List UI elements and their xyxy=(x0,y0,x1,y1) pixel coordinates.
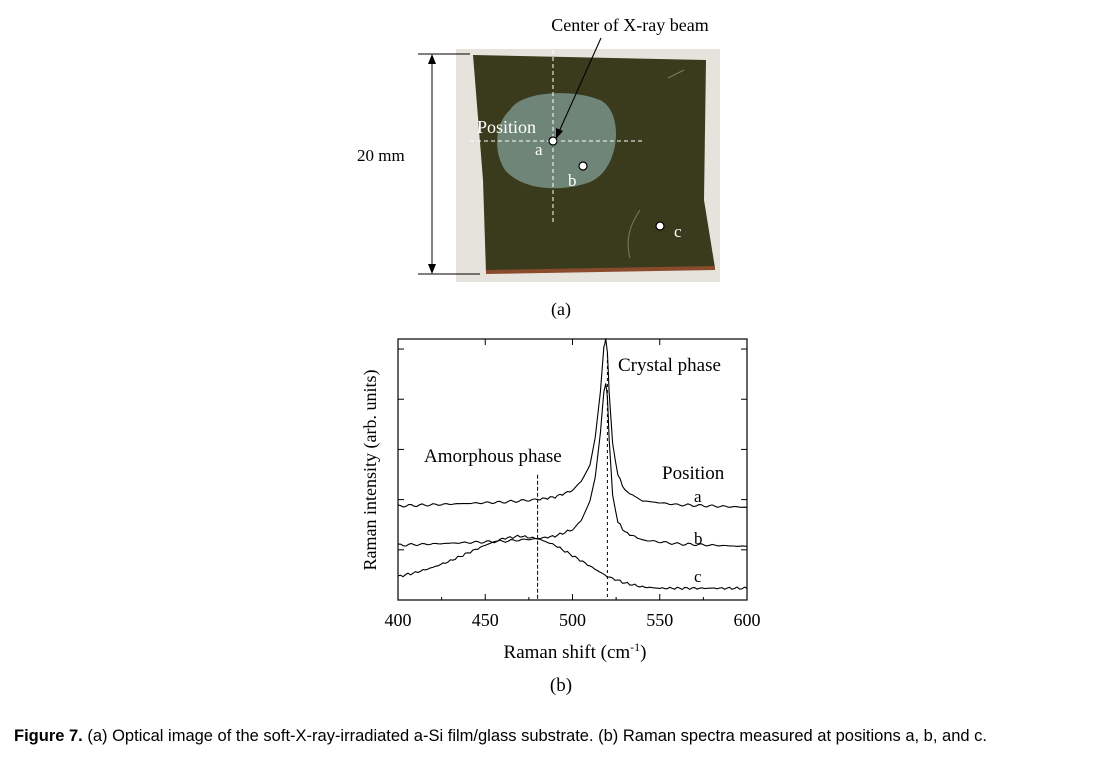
x-tick-label: 400 xyxy=(385,610,412,630)
marker-a xyxy=(548,136,558,146)
spectrum-line-b xyxy=(397,383,748,548)
x-axis-label-sup: -1 xyxy=(630,640,640,654)
series-label-b: b xyxy=(694,529,703,548)
x-tick-label: 450 xyxy=(472,610,499,630)
scratch xyxy=(667,69,685,79)
point-label-a: a xyxy=(535,140,543,159)
x-axis-label: Raman shift (cm-1) xyxy=(504,640,647,663)
amorphous-phase-annotation: Amorphous phase xyxy=(424,446,562,467)
crystal-phase-annotation: Crystal phase xyxy=(618,355,721,376)
caption-label: Figure 7. xyxy=(14,727,83,745)
film-edge xyxy=(486,266,715,274)
spectrum-line-c xyxy=(397,534,748,591)
figure-caption: Figure 7. (a) Optical image of the soft-… xyxy=(14,727,987,746)
caption-text: (a) Optical image of the soft-X-ray-irra… xyxy=(82,727,987,745)
marker-b xyxy=(578,161,588,171)
panel-b-sublabel: (b) xyxy=(550,675,572,696)
x-tick-label: 600 xyxy=(734,610,761,630)
panel-a-sublabel: (a) xyxy=(551,299,571,320)
beam-arrowhead xyxy=(556,128,563,139)
series-label-a: a xyxy=(694,487,702,506)
position-label: Position xyxy=(477,117,536,137)
spectrum-line-a xyxy=(397,338,748,508)
beam-label: Center of X-ray beam xyxy=(551,15,708,35)
x-axis-label-tail: ) xyxy=(640,642,646,663)
scratch xyxy=(627,209,641,259)
scale-label: 20 mm xyxy=(357,146,405,165)
position-header: Position xyxy=(662,463,725,484)
x-tick-label: 500 xyxy=(559,610,586,630)
series-label-c: c xyxy=(694,567,702,586)
x-axis-label-main: Raman shift (cm xyxy=(504,642,631,663)
x-tick-label: 550 xyxy=(646,610,673,630)
point-label-b: b xyxy=(568,171,577,190)
y-axis-label: Raman intensity (arb. units) xyxy=(360,370,381,571)
scale-arrow-up xyxy=(428,54,436,64)
point-label-c: c xyxy=(674,222,682,241)
scale-arrow-down xyxy=(428,264,436,274)
beam-arrow xyxy=(557,37,602,135)
marker-c xyxy=(655,221,665,231)
